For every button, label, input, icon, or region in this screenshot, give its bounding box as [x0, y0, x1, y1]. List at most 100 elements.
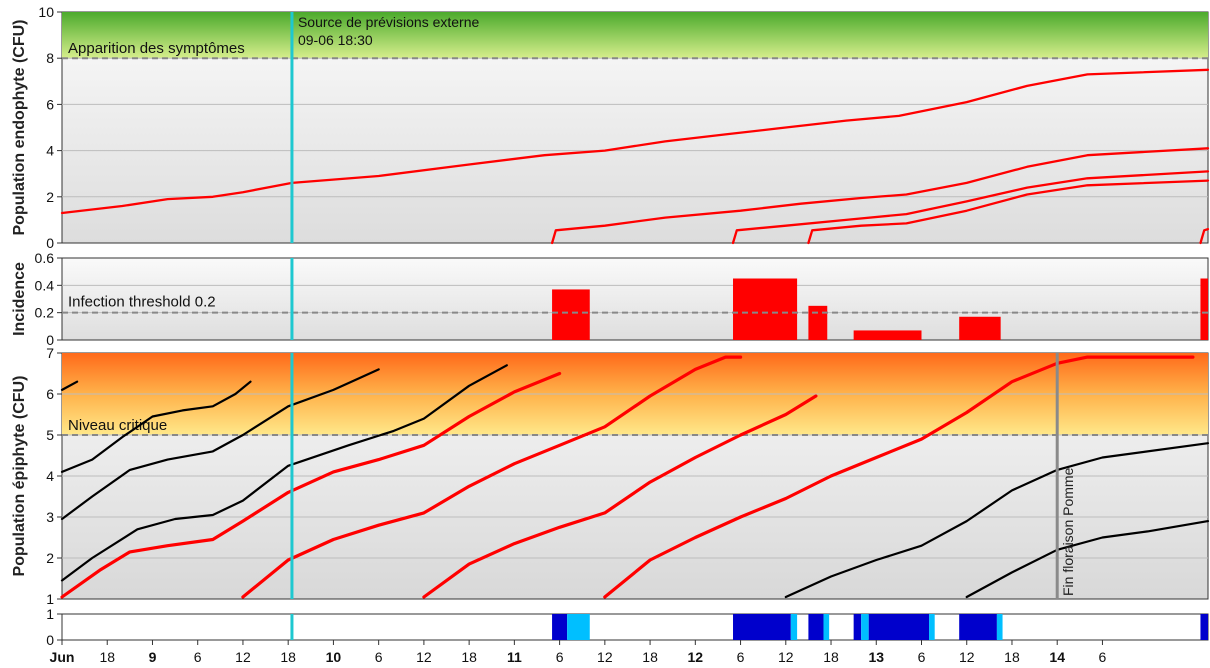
x-tick-label: 6	[375, 649, 383, 665]
endophyte-ytick-labels: 0 2 4 6 8 10	[38, 4, 62, 251]
endophyte-series-line	[60, 68, 1210, 215]
wetness-plot-area	[61, 613, 1209, 641]
x-tick-label: 18	[823, 649, 839, 665]
incidence-ytick-label: 0.6	[35, 250, 55, 266]
epiphyte-ytick-label: 3	[46, 509, 54, 525]
incidence-bar	[1200, 278, 1208, 340]
epiphyte-ytick-label: 2	[46, 550, 54, 566]
endophyte-symptom-zone	[62, 12, 1208, 59]
incidence-bar	[733, 278, 798, 340]
incidence-ytick-label: 0.2	[35, 305, 55, 321]
epiphyte-ytick-label: 7	[46, 345, 54, 361]
epiphyte-threshold-label: Niveau critique	[68, 417, 167, 434]
forecast-marker: Source de prévisions externe 09-06 18:30	[290, 12, 479, 640]
wetness-segment	[790, 614, 798, 640]
wetness-ytick-label: 1	[46, 606, 54, 622]
x-tick-label: 18	[280, 649, 296, 665]
wetness-segment	[868, 614, 930, 640]
wetness-segments	[552, 614, 1208, 640]
wetness-segment	[959, 614, 997, 640]
endophyte-y-axis-label: Population endophyte (CFU)	[11, 20, 28, 236]
x-tick-label: 6	[1099, 649, 1107, 665]
incidence-bar	[959, 316, 1001, 340]
x-tick-label: 6	[194, 649, 202, 665]
incidence-ytick-label: 0.4	[35, 277, 55, 293]
x-tick-label: 12	[688, 649, 704, 665]
x-axis-tick-labels: Jun 18 9 6 12 18 10 6 12 18 11 6 12 18 12 6 12 18 13 6 12 18 1…	[50, 649, 1107, 665]
x-tick-label: 11	[507, 649, 522, 665]
wetness-segment	[996, 614, 1003, 640]
wetness-segment	[733, 614, 791, 640]
endophyte-series-line	[807, 179, 1210, 245]
endophyte-ytick-label: 2	[46, 189, 54, 205]
x-tick-label: 18	[461, 649, 477, 665]
epiphyte-ytick-labels: 1 2 3 4 5 6 7	[46, 345, 62, 607]
epiphyte-series-line	[60, 368, 380, 521]
endophyte-ytick-label: 4	[46, 143, 54, 159]
wetness-segment	[861, 614, 869, 640]
x-axis-ticks	[61, 640, 1103, 645]
incidence-bar	[853, 330, 922, 340]
x-tick-label: 6	[918, 649, 926, 665]
endophyte-threshold-label: Apparition des symptômes	[68, 40, 245, 57]
endophyte-ytick-label: 0	[46, 235, 54, 251]
epiphyte-ytick-label: 6	[46, 386, 54, 402]
incidence-y-axis-label: Incidence	[11, 262, 28, 336]
epiphyte-ytick-label: 4	[46, 468, 54, 484]
incidence-ytick-labels: 0 0.2 0.4 0.6	[35, 250, 62, 348]
incidence-ytick-label: 0	[46, 332, 54, 348]
x-tick-label: 12	[959, 649, 975, 665]
epiphyte-series-line	[60, 364, 508, 582]
wetness-background	[61, 613, 1209, 641]
x-tick-label: 10	[326, 649, 342, 665]
epiphyte-ytick-label: 5	[46, 427, 54, 443]
endophyte-background	[61, 11, 1209, 244]
wetness-panel: 01	[46, 606, 1209, 648]
epiphyte-ytick-label: 1	[46, 591, 54, 607]
wetness-segment	[853, 614, 862, 640]
bloom-end-marker: Fin floraison Pomme	[1055, 353, 1076, 599]
wetness-segment	[552, 614, 568, 640]
incidence-panel: 0 0.2 0.4 0.6 Infection threshold 0.2 Incid…	[11, 250, 1209, 348]
epiphyte-series-line	[60, 380, 79, 391]
x-tick-label: 18	[1004, 649, 1020, 665]
wetness-segment	[567, 614, 590, 640]
x-tick-label: 6	[556, 649, 564, 665]
epiphyte-series-line	[422, 394, 818, 599]
bloom-end-label: Fin floraison Pomme	[1060, 467, 1076, 596]
incidence-threshold-label: Infection threshold 0.2	[68, 294, 216, 311]
x-tick-label: 18	[99, 649, 115, 665]
wetness-segment	[808, 614, 824, 640]
epiphyte-y-axis-label: Population épiphyte (CFU)	[11, 376, 28, 577]
endophyte-ytick-label: 6	[46, 96, 54, 112]
incidence-bars	[552, 278, 1208, 340]
epiphyte-series-line	[60, 380, 252, 473]
x-tick-label: 18	[642, 649, 658, 665]
endophyte-series	[60, 68, 1210, 245]
wetness-segment	[823, 614, 830, 640]
x-tick-label: Jun	[50, 649, 75, 665]
endophyte-series-line	[550, 147, 1210, 245]
x-tick-label: 12	[597, 649, 613, 665]
endophyte-series-line	[1199, 227, 1210, 245]
epiphyte-series-line	[60, 371, 562, 599]
x-tick-label: 12	[778, 649, 794, 665]
endophyte-series-line	[731, 170, 1210, 245]
x-tick-label: 12	[235, 649, 251, 665]
incidence-bar	[808, 305, 828, 340]
x-tick-label: 12	[416, 649, 432, 665]
incidence-bar	[552, 289, 590, 340]
x-tick-label: 14	[1049, 649, 1065, 665]
x-tick-label: 6	[737, 649, 745, 665]
wetness-ytick-labels: 01	[46, 606, 62, 648]
endophyte-panel: 0 2 4 6 8 10 Apparition des symptômes Populat…	[11, 4, 1210, 251]
epiphyte-panel: 1 2 3 4 5 6 7 Niveau critique Population épiph…	[11, 345, 1210, 607]
epiphyte-series-line	[784, 442, 1210, 599]
incidence-plot-area	[61, 257, 1209, 341]
x-tick-label: 13	[868, 649, 884, 665]
wetness-segment	[929, 614, 935, 640]
epiphyte-series-line	[965, 520, 1210, 599]
x-tick-label: 9	[149, 649, 157, 665]
epiphyte-series-line	[241, 355, 743, 599]
